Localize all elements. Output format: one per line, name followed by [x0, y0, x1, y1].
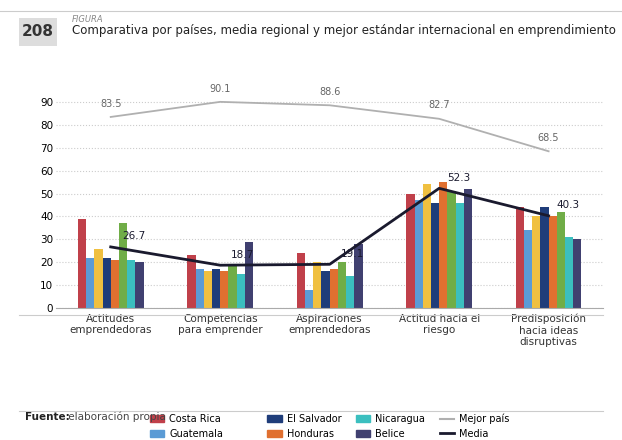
Text: FIGURA: FIGURA	[72, 15, 103, 24]
Bar	[103, 258, 111, 308]
Bar	[532, 216, 541, 308]
Bar	[220, 271, 228, 308]
Text: 19.1: 19.1	[341, 249, 364, 259]
Bar	[573, 239, 582, 308]
Text: 52.3: 52.3	[447, 173, 471, 183]
Bar	[195, 269, 204, 308]
Text: 82.7: 82.7	[429, 100, 450, 110]
Bar	[338, 262, 346, 308]
Bar	[549, 216, 557, 308]
Bar	[305, 290, 313, 308]
Text: 26.7: 26.7	[122, 231, 145, 242]
Bar	[439, 182, 447, 308]
Bar	[355, 244, 363, 308]
Bar	[346, 276, 355, 308]
Text: 68.5: 68.5	[538, 133, 559, 143]
Bar	[541, 207, 549, 308]
Bar	[516, 207, 524, 308]
Text: elaboración propia: elaboración propia	[65, 412, 166, 422]
Bar	[565, 237, 573, 308]
Bar	[245, 242, 253, 308]
Bar	[111, 260, 119, 308]
Bar	[431, 203, 439, 308]
Text: 208: 208	[22, 24, 54, 40]
Bar	[127, 260, 136, 308]
Text: 18.7: 18.7	[231, 249, 254, 260]
Bar	[524, 230, 532, 308]
Text: 40.3: 40.3	[557, 200, 580, 210]
Bar	[313, 262, 322, 308]
Text: 83.5: 83.5	[100, 99, 121, 109]
Bar	[414, 201, 423, 308]
Bar	[297, 253, 305, 308]
Text: 90.1: 90.1	[210, 84, 231, 94]
Bar	[228, 264, 236, 308]
Bar	[204, 271, 212, 308]
Text: Fuente:: Fuente:	[25, 412, 70, 422]
Bar	[212, 269, 220, 308]
Bar	[136, 262, 144, 308]
Bar	[455, 203, 464, 308]
Bar	[86, 258, 95, 308]
Text: 88.6: 88.6	[319, 87, 340, 97]
Bar	[95, 249, 103, 308]
Bar	[447, 191, 455, 308]
Bar	[187, 255, 195, 308]
Bar	[78, 219, 86, 308]
Bar	[330, 269, 338, 308]
Bar	[322, 271, 330, 308]
Bar	[423, 184, 431, 308]
Legend: Costa Rica, Guatemala, Rep. Dominicana, El Salvador, Honduras, Panamá, Nicaragua: Costa Rica, Guatemala, Rep. Dominicana, …	[150, 414, 509, 440]
Bar	[557, 212, 565, 308]
Bar	[406, 194, 414, 308]
Text: Comparativa por países, media regional y mejor estándar internacional en emprend: Comparativa por países, media regional y…	[72, 24, 615, 37]
Bar	[464, 189, 472, 308]
Bar	[236, 274, 245, 308]
Bar	[119, 224, 127, 308]
